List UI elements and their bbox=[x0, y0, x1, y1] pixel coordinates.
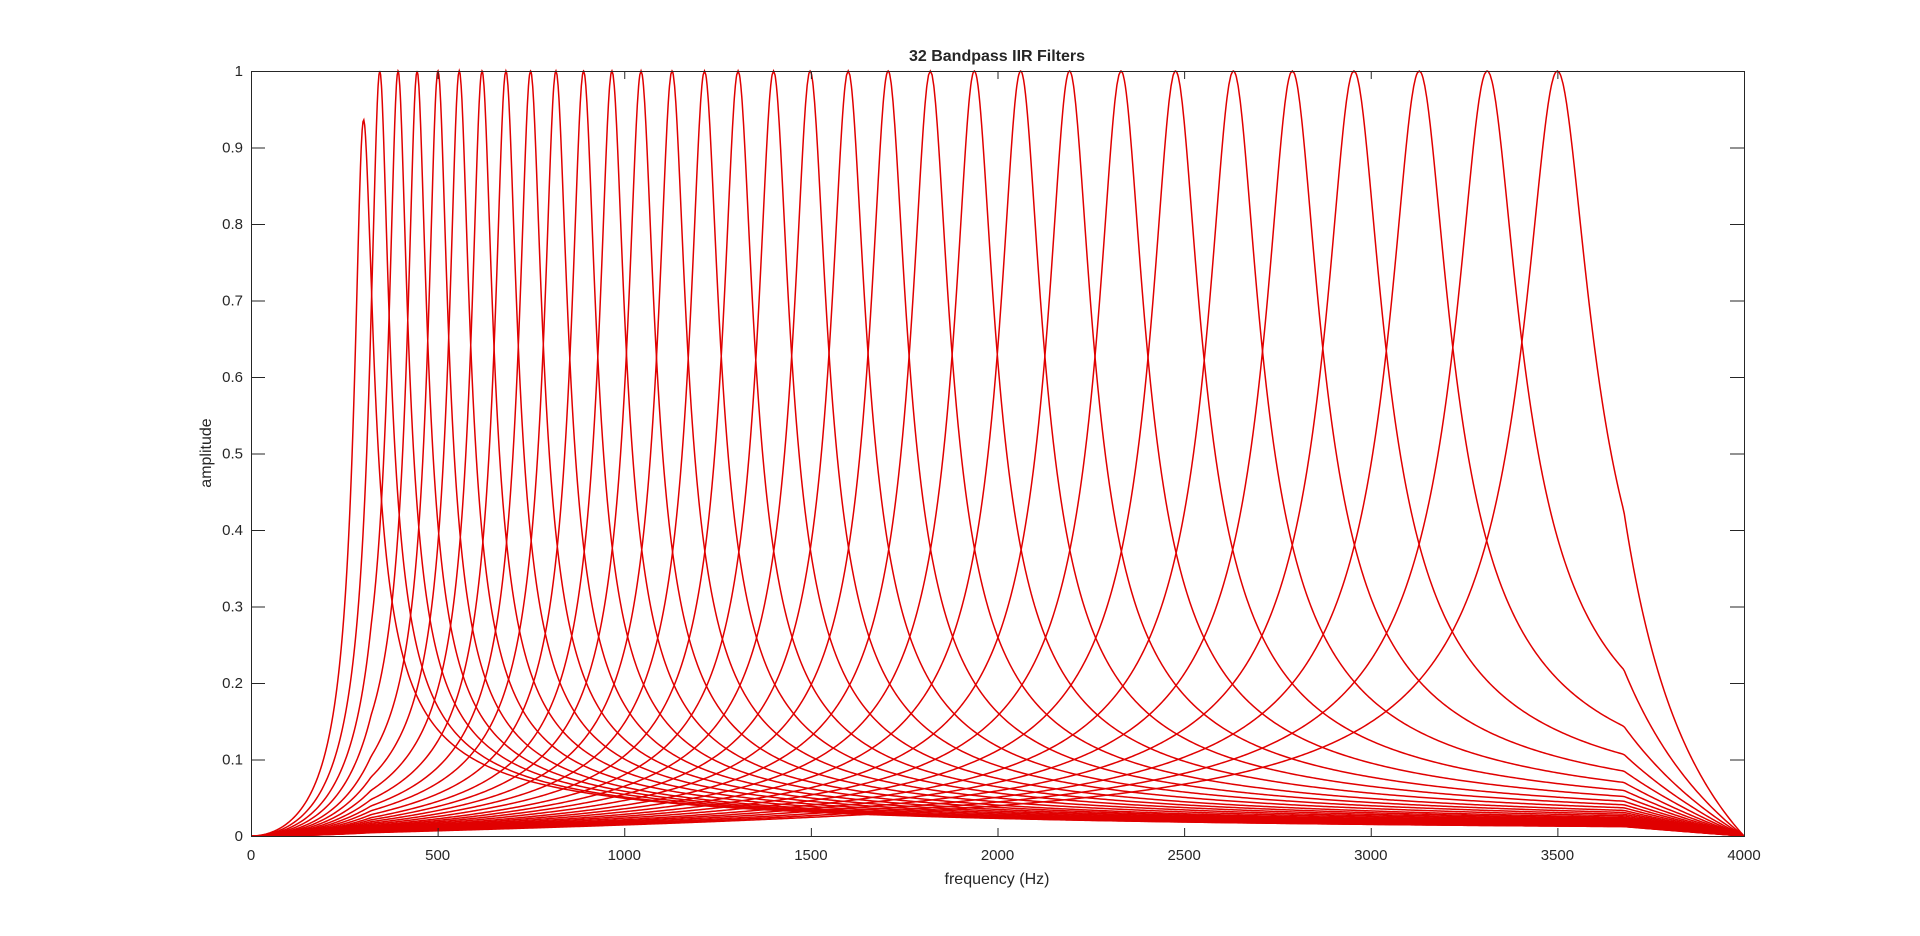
axes-box bbox=[251, 71, 1745, 837]
y-tick-label: 0 bbox=[235, 828, 243, 845]
y-axis-label: amplitude bbox=[198, 418, 215, 487]
y-tick-label: 0.3 bbox=[222, 599, 243, 616]
y-tick-label: 0.5 bbox=[222, 446, 243, 463]
x-tick-label: 2500 bbox=[1167, 847, 1200, 864]
y-tick-label: 1 bbox=[235, 63, 243, 80]
filter-curve bbox=[251, 69, 1745, 837]
filter-curve bbox=[251, 68, 1745, 837]
filter-curves bbox=[250, 68, 1745, 837]
y-tick-label: 0.6 bbox=[222, 369, 243, 386]
x-tick-label: 0 bbox=[247, 847, 255, 864]
filter-curve bbox=[251, 70, 1745, 837]
filter-curve bbox=[251, 68, 1745, 837]
filter-curve bbox=[251, 70, 1745, 837]
filter-curve bbox=[251, 69, 1745, 837]
x-tick-label: 500 bbox=[425, 847, 450, 864]
x-tick-label: 1000 bbox=[608, 847, 641, 864]
x-tick-label: 1500 bbox=[794, 847, 827, 864]
y-tick-label: 0.4 bbox=[222, 522, 243, 539]
filter-curve bbox=[251, 68, 1745, 837]
y-tick-label: 0.8 bbox=[222, 216, 243, 233]
y-tick-label: 0.9 bbox=[222, 140, 243, 157]
filter-curve bbox=[251, 69, 1745, 837]
chart-title: 32 Bandpass IIR Filters bbox=[909, 48, 1085, 65]
x-axis-ticks: 0 500 1000 1500 2000 2500 3000 3500 4000 bbox=[247, 71, 1761, 864]
filter-curve bbox=[251, 70, 1745, 837]
x-tick-label: 2000 bbox=[981, 847, 1014, 864]
filter-curve bbox=[251, 70, 1745, 837]
filter-curve bbox=[251, 69, 1745, 837]
x-axis-label: frequency (Hz) bbox=[945, 871, 1050, 888]
filter-curve bbox=[251, 69, 1745, 837]
x-tick-label: 3500 bbox=[1541, 847, 1574, 864]
filter-curve bbox=[251, 70, 1745, 837]
plot-area bbox=[251, 71, 1744, 836]
x-tick-label: 4000 bbox=[1727, 847, 1760, 864]
filter-curve bbox=[251, 69, 1745, 837]
y-tick-label: 0.2 bbox=[222, 675, 243, 692]
y-tick-label: 0.1 bbox=[222, 752, 243, 769]
x-tick-label: 3000 bbox=[1354, 847, 1387, 864]
filter-curve bbox=[251, 69, 1745, 837]
filter-curve bbox=[251, 68, 1745, 837]
filter-curve bbox=[251, 69, 1745, 837]
y-tick-label: 0.7 bbox=[222, 293, 243, 310]
